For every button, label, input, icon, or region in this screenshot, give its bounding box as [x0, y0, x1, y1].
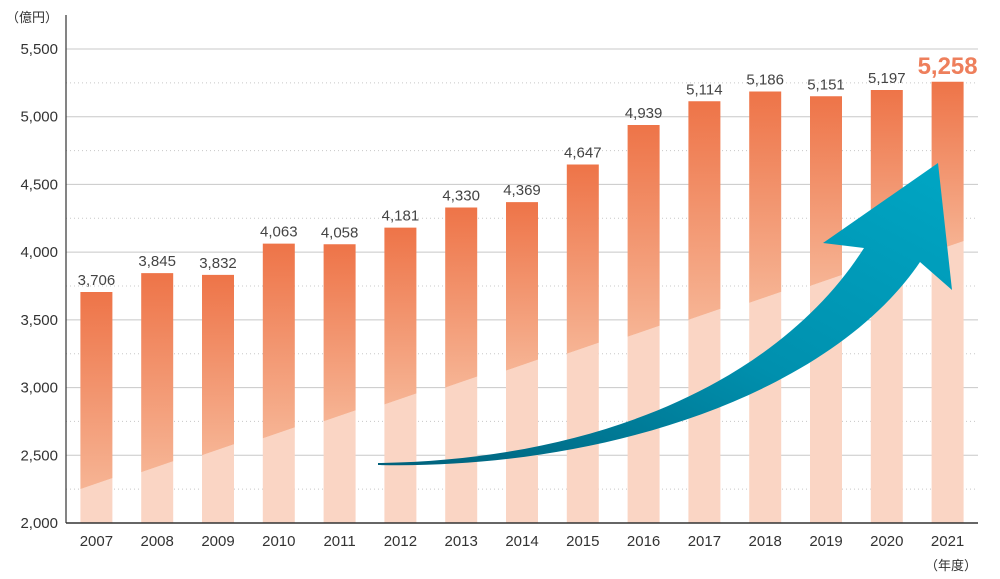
x-tick-label: 2016: [627, 533, 660, 550]
bar-upper: [810, 96, 842, 286]
bar: 4,939: [625, 105, 663, 523]
bar-lower: [688, 308, 721, 523]
bar: 5,258: [918, 53, 978, 523]
value-label: 3,845: [138, 253, 176, 270]
bar: 3,845: [138, 253, 176, 523]
bar: 3,832: [199, 255, 237, 523]
y-tick-label: 3,000: [20, 380, 58, 397]
y-axis-unit: （億円）: [6, 10, 58, 25]
value-label: 4,330: [442, 187, 480, 204]
x-tick-label: 2008: [141, 533, 174, 550]
value-label: 3,832: [199, 255, 237, 272]
bar: 5,186: [746, 72, 784, 523]
value-label: 5,186: [746, 72, 784, 89]
x-tick-label: 2010: [262, 533, 295, 550]
x-axis-unit: （年度）: [925, 558, 977, 573]
y-tick-label: 5,500: [20, 41, 58, 58]
bar: 4,058: [321, 224, 359, 523]
bar: 3,706: [78, 272, 116, 523]
y-tick-label: 4,000: [20, 244, 58, 261]
bar-lower: [566, 342, 599, 523]
y-axis: 2,000 2,500 3,000 3,500 4,000 4,500 5,000 5,500: [20, 15, 67, 532]
y-tick-label: 3,500: [20, 312, 58, 329]
bar-upper: [688, 101, 721, 320]
bar-upper: [323, 244, 356, 422]
x-axis: 2007 2008 2009 2010 2011 2012 2013 2014 2015 2016…: [66, 522, 978, 550]
growth-arrow-shape: [378, 163, 952, 466]
bar-upper: [80, 291, 113, 490]
bar: 4,369: [503, 182, 541, 523]
bar-upper: [262, 243, 295, 439]
bar-lower: [323, 410, 356, 523]
x-tick-label: 2007: [80, 533, 113, 550]
x-tick-label: 2014: [505, 533, 538, 550]
bar: 4,330: [442, 187, 480, 523]
value-label: 5,151: [807, 76, 845, 93]
bar-upper: [627, 124, 660, 337]
x-tick-label: 2013: [445, 533, 478, 550]
bar-lower: [506, 359, 538, 523]
value-label: 4,369: [503, 182, 541, 199]
bar: 5,114: [686, 81, 723, 523]
value-label: 4,058: [321, 224, 359, 241]
bar: 4,647: [564, 145, 602, 523]
value-label: 5,114: [686, 81, 722, 98]
value-label: 4,063: [260, 224, 298, 241]
value-label: 4,939: [625, 105, 663, 122]
x-tick-label: 2021: [931, 533, 964, 550]
bar-upper: [506, 202, 538, 371]
bar-lower: [870, 258, 903, 523]
bar-lower: [931, 241, 964, 523]
y-tick-label: 2,000: [20, 515, 58, 532]
x-tick-label: 2015: [566, 533, 599, 550]
bar-lower: [202, 444, 234, 523]
y-tick-label: 2,500: [20, 447, 58, 464]
x-tick-label: 2011: [323, 533, 355, 550]
x-tick-label: 2020: [870, 533, 903, 550]
x-tick-label: 2009: [201, 533, 234, 550]
x-tick-label: 2018: [749, 533, 782, 550]
y-tick-label: 4,500: [20, 176, 58, 193]
bar-upper: [141, 273, 174, 473]
bar-lower: [384, 393, 417, 523]
x-tick-label: 2012: [384, 533, 417, 550]
bar-upper: [566, 164, 599, 354]
bar-lower: [445, 376, 478, 523]
x-tick-label: 2017: [688, 533, 721, 550]
bar-upper: [384, 227, 417, 405]
bar: 4,063: [260, 224, 298, 523]
bar-lower: [80, 478, 113, 523]
bar-upper: [202, 274, 234, 456]
bar: 4,181: [382, 208, 420, 523]
value-label: 5,258: [918, 53, 978, 80]
bar-upper: [749, 91, 782, 303]
bar-lower: [141, 461, 174, 523]
value-label: 3,706: [78, 272, 116, 289]
y-tick-label: 5,000: [20, 109, 58, 126]
bar-lower: [749, 291, 782, 523]
growth-arrow: [378, 163, 952, 466]
value-label: 4,181: [382, 208, 420, 225]
x-tick-label: 2019: [809, 533, 842, 550]
bar-lower: [262, 427, 295, 523]
value-label: 5,197: [868, 70, 906, 87]
value-label: 4,647: [564, 145, 602, 162]
bar-upper: [445, 207, 478, 388]
